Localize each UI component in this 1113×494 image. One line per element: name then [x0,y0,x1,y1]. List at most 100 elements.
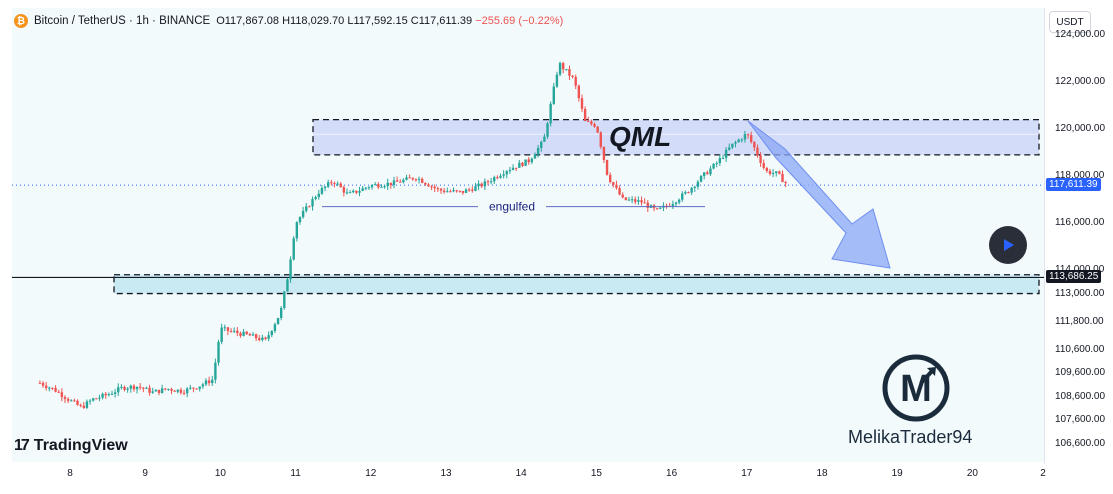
price-scale[interactable] [1044,8,1107,464]
candle [715,163,718,165]
candle [464,189,468,193]
candle [364,187,367,189]
y-tick-label: 124,000.00 [1055,29,1106,40]
candle [132,385,136,390]
candle [392,180,396,186]
tradingview-logo[interactable]: 17 TradingView [14,437,128,455]
open-value: 117,867.08 [224,15,279,27]
candle [330,182,333,184]
candle [439,188,443,191]
candle [182,392,186,394]
candle [574,76,577,86]
candle [148,387,151,393]
candle [602,146,606,161]
candle [414,179,418,181]
y-tick-label: 107,600.00 [1055,414,1106,426]
candle [236,330,239,334]
candle [768,170,772,174]
candle [352,190,355,193]
candle [261,337,264,340]
candle [267,335,270,339]
symbol-header: ₿ Bitcoin / TetherUS · 1h · BINANCE O117… [14,11,563,31]
candle [176,389,179,392]
candle [251,334,255,336]
candle [505,171,508,175]
candle [402,179,405,183]
candle [427,184,430,187]
x-tick-label: 12 [365,468,377,479]
candle [756,147,759,156]
candle [51,387,54,389]
currency-button[interactable]: USDT [1049,11,1091,33]
y-tick-label: 114,000.00 [1055,264,1104,275]
candle [655,208,659,210]
candle [157,389,161,393]
candle [295,222,299,239]
candle [138,386,142,388]
candle [126,388,129,390]
forecast-arrow [747,120,891,269]
candle [618,187,621,195]
x-tick-label: 8 [67,468,73,479]
candle [339,183,342,188]
candle [286,279,289,292]
y-tick-label: 122,000.00 [1055,76,1106,87]
candle [91,398,95,401]
candle [373,184,377,186]
close-label: C [410,15,419,27]
play-button[interactable] [989,226,1027,264]
candle [355,190,358,193]
candle [577,85,581,99]
candle [117,387,120,393]
candle [590,121,593,125]
candle [226,327,230,331]
candle [377,184,380,188]
candle [671,204,675,207]
candle [759,155,762,163]
candle [57,391,60,393]
candle [95,398,98,400]
candle [781,173,784,183]
candle [342,187,346,193]
candle [677,199,681,203]
candle [192,387,195,389]
candle [627,199,631,201]
y-tick-label: 120,000.00 [1055,123,1106,135]
close-value: 117,611.39 [418,15,473,27]
candle [753,141,756,148]
candle [229,330,233,332]
candle [389,182,393,186]
candle [145,387,148,389]
candle [323,186,327,189]
candle [104,393,107,396]
low-label: L [347,15,354,27]
candle [702,172,706,176]
candle [521,162,524,166]
symbol-title[interactable]: Bitcoin / TetherUS · 1h · BINANCE [34,15,211,27]
candle [98,397,101,399]
candle [493,177,496,182]
candle [540,141,543,148]
candle [79,404,82,406]
high-label: H [282,15,291,27]
play-icon [1004,239,1014,251]
candle [298,217,302,223]
candle [283,291,286,308]
candle [160,388,164,393]
candle [449,191,452,193]
x-tick-label: 18 [816,468,828,479]
candle [201,384,205,387]
candle [276,317,280,325]
candle [383,186,386,188]
candle [693,186,696,188]
high-value: 118,029.70 [290,15,345,27]
candle [533,154,537,159]
x-tick-label: 15 [591,468,603,479]
candle [258,338,261,340]
candle [66,398,70,401]
x-tick-label: 10 [215,468,227,479]
qml-zone [312,118,1040,156]
candle [270,330,273,336]
candle [718,158,722,164]
candle [292,238,295,260]
